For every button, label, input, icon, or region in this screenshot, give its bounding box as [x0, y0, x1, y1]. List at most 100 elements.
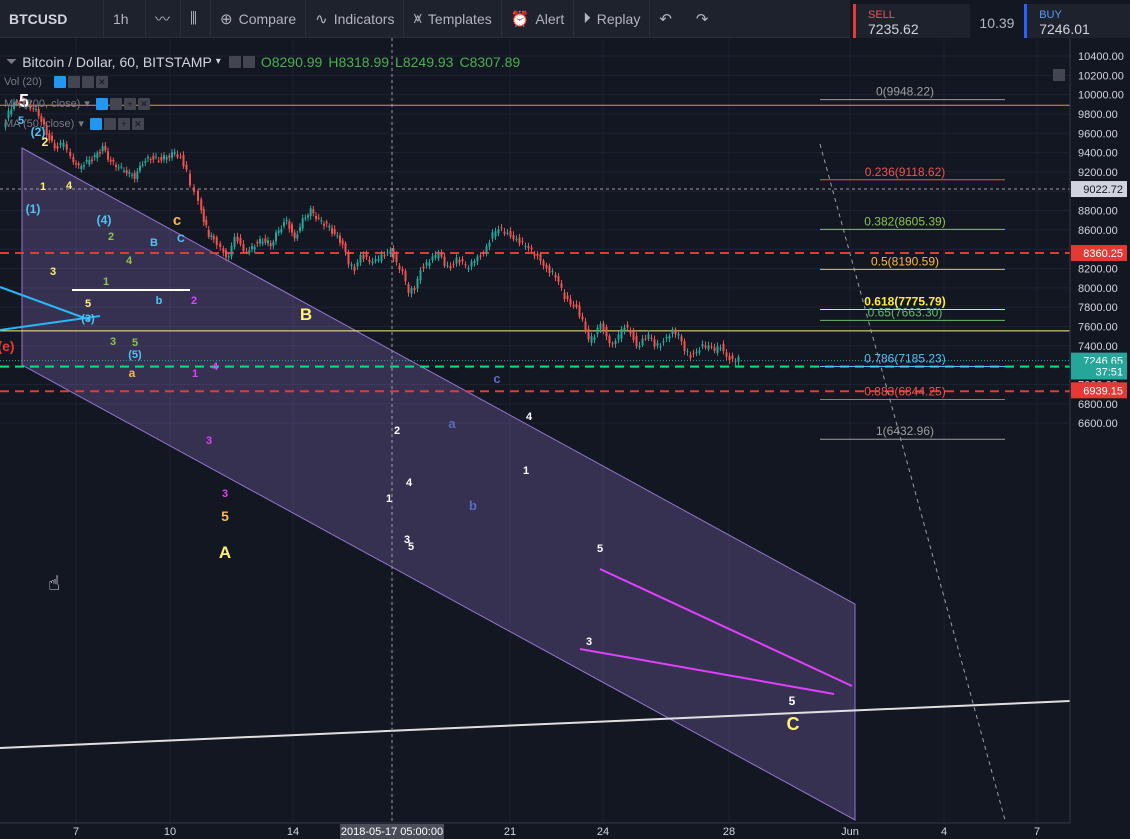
candle-body: [65, 144, 68, 150]
compare-button[interactable]: ⊕ Compare: [211, 0, 307, 37]
indicator-volume[interactable]: Vol (20) ✕: [4, 76, 108, 88]
candle-body: [56, 145, 59, 149]
candle-body: [107, 151, 109, 160]
candle-body: [674, 329, 677, 335]
candle-body: [623, 327, 626, 332]
candle-body: [662, 341, 665, 343]
candle-body: [395, 254, 398, 263]
candle-body: [419, 269, 422, 281]
indicators-icon: ∿: [315, 10, 328, 28]
candle-body: [653, 339, 656, 347]
indicator-ma200[interactable]: MA (200, close) ▾ + ✕: [4, 97, 150, 110]
candle-body: [389, 250, 392, 254]
wave-label: b: [156, 295, 163, 307]
wedge-upper: [599, 568, 853, 687]
candle-body: [222, 248, 225, 253]
candle-body: [386, 252, 389, 254]
candle-body: [236, 236, 239, 242]
indicators-button[interactable]: ∿ Indicators: [306, 0, 405, 37]
undo-button[interactable]: ↶: [650, 0, 687, 37]
candle-body: [101, 146, 104, 152]
candle-body: [416, 278, 419, 289]
candle-body: [428, 262, 431, 266]
settings-icon[interactable]: [103, 117, 116, 130]
candle-body: [719, 348, 722, 350]
fib-level-label: 0.65(7663.30): [868, 305, 943, 319]
candle-body: [333, 229, 336, 234]
wave-label: (5): [128, 349, 142, 361]
settings-icon[interactable]: [242, 55, 255, 68]
price-axis-label: [1071, 382, 1127, 399]
close-icon[interactable]: ✕: [95, 76, 108, 88]
add-icon[interactable]: +: [117, 117, 130, 130]
wave-label: 3: [50, 266, 56, 278]
candle-body: [479, 255, 482, 257]
candle-body: [347, 252, 350, 265]
eye-icon[interactable]: [89, 117, 102, 130]
sell-button[interactable]: SELL 7235.62: [853, 4, 970, 42]
legend-dropdown-icon[interactable]: ▾: [215, 56, 221, 67]
eye-icon[interactable]: [95, 97, 108, 110]
candle-body: [590, 336, 593, 343]
candle-body: [115, 164, 117, 168]
settings-icon[interactable]: [67, 76, 80, 88]
candle-body: [307, 215, 309, 218]
add-icon[interactable]: +: [123, 97, 136, 110]
scale-toggle-button[interactable]: [1053, 69, 1065, 81]
candle-body: [80, 165, 83, 169]
candle-body: [452, 264, 455, 266]
candle-body: [147, 156, 149, 159]
candle-body: [536, 253, 539, 256]
candle-body: [491, 232, 494, 239]
candle-body: [407, 284, 410, 293]
candle-body: [539, 254, 542, 262]
indicator-ma50[interactable]: MA (50, close) ▾ + ✕: [4, 117, 144, 130]
candle-body: [296, 234, 299, 239]
candle-body: [259, 239, 261, 244]
lock-icon[interactable]: [81, 76, 94, 88]
candle-body: [91, 159, 93, 162]
buy-button[interactable]: BUY 7246.01: [1024, 4, 1130, 42]
candle-style-button[interactable]: ⫼: [181, 0, 211, 37]
close-icon[interactable]: ✕: [131, 117, 144, 130]
replay-icon: ⏵: [583, 10, 591, 27]
interval-selector[interactable]: 1h: [104, 0, 146, 37]
candle-body: [37, 109, 40, 117]
y-tick-label: 9800.00: [1078, 109, 1118, 121]
candle-body: [341, 240, 344, 245]
alert-button[interactable]: ⏰ Alert: [502, 0, 575, 37]
candle-body: [104, 145, 107, 151]
close-icon[interactable]: ✕: [137, 97, 150, 110]
series-title[interactable]: Bitcoin / Dollar, 60, BITSTAMP: [22, 53, 212, 70]
settings-icon[interactable]: [109, 97, 122, 110]
candle-body: [157, 160, 160, 162]
symbol-search[interactable]: BTCUSD: [0, 0, 104, 37]
candle-body: [242, 244, 245, 252]
x-tick-label: 21: [504, 826, 516, 838]
replay-button[interactable]: ⏵ Replay: [574, 0, 651, 37]
price-axis[interactable]: [1070, 38, 1130, 839]
support-trendline: [0, 700, 1071, 749]
candle-body: [315, 216, 317, 220]
wave-label: b: [469, 498, 477, 513]
redo-button[interactable]: ↷: [687, 0, 724, 37]
replay-label: Replay: [596, 10, 641, 27]
candle-body: [365, 254, 368, 258]
y-tick-label: 9600.00: [1078, 128, 1118, 140]
candle-body: [380, 254, 383, 262]
templates-button[interactable]: ⩙ Templates: [404, 0, 502, 37]
candle-body: [155, 156, 157, 158]
line-style-button[interactable]: 〰: [146, 0, 181, 37]
fib-level-label: 1(6432.96): [876, 424, 934, 438]
time-axis[interactable]: [0, 823, 1070, 839]
indicator-ma50-label: MA (50, close): [4, 117, 75, 130]
eye-icon[interactable]: [228, 55, 241, 68]
candle-body: [455, 257, 458, 264]
plus-circle-icon: ⊕: [220, 10, 233, 28]
y-tick-label: 7800.00: [1078, 302, 1118, 314]
eye-icon[interactable]: [53, 76, 66, 88]
candle-body: [77, 163, 80, 166]
grid: [0, 38, 1070, 823]
x-tick-label: 4: [941, 826, 947, 838]
